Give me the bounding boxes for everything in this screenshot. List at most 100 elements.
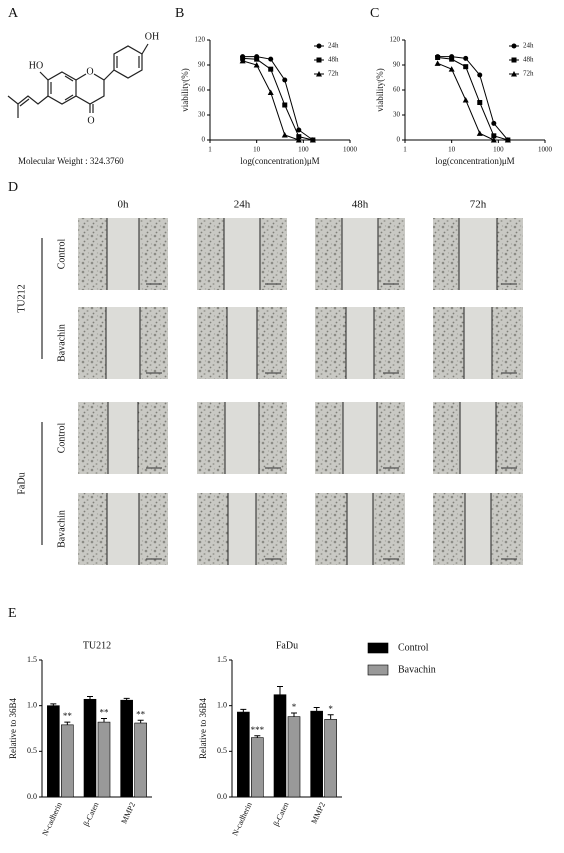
marker xyxy=(434,60,441,66)
error-bar xyxy=(313,706,320,712)
marker xyxy=(281,132,288,138)
marker xyxy=(462,97,469,103)
legend-label: 72h xyxy=(523,70,534,78)
y-tick-label: 120 xyxy=(195,36,206,44)
marker xyxy=(463,64,469,70)
atom-label: O xyxy=(87,115,94,126)
scratch-gap xyxy=(107,218,139,290)
scratch-gap xyxy=(343,402,377,474)
y-tick-label: 1.0 xyxy=(217,700,227,709)
legend-swatch xyxy=(367,642,389,654)
panel-label: A xyxy=(8,6,19,21)
marker xyxy=(309,137,316,143)
x-tick-label: N-cadherin xyxy=(230,801,253,837)
y-axis-label: Relative to 36B4 xyxy=(8,698,18,759)
molecule xyxy=(7,43,149,118)
y-tick-label: 1.5 xyxy=(27,655,37,664)
panel-label: B xyxy=(175,6,184,21)
error-bar xyxy=(64,721,71,725)
marker xyxy=(296,127,302,133)
x-tick-label: β-Caten xyxy=(272,801,291,828)
legend-swatch xyxy=(367,664,389,676)
y-tick-label: 0.0 xyxy=(27,792,37,801)
cell-line-label: FaDu xyxy=(16,472,27,494)
atom-label: HO xyxy=(29,60,43,71)
bar xyxy=(273,694,287,798)
scratch-gap xyxy=(108,402,138,474)
legend-label: Bavachin xyxy=(398,664,436,675)
scratch-gap xyxy=(346,307,374,379)
legend-marker xyxy=(511,71,517,77)
curve xyxy=(242,56,314,141)
caption: Molecular Weight : 324.3760 xyxy=(18,156,124,166)
scratch-gap xyxy=(227,307,257,379)
y-axis-label: Relative to 36B4 xyxy=(198,698,208,759)
y-tick-label: 1.5 xyxy=(217,655,227,664)
legend-label: Control xyxy=(398,642,429,653)
y-tick-label: 0.5 xyxy=(217,746,227,755)
x-tick-label: 1 xyxy=(403,146,407,154)
y-tick-label: 120 xyxy=(390,36,401,44)
error-bar xyxy=(50,703,57,706)
bar xyxy=(120,699,133,798)
marker xyxy=(448,66,455,72)
scratch-gap xyxy=(459,218,497,290)
chart-title: TU212 xyxy=(83,640,111,651)
marker xyxy=(268,56,274,62)
x-tick-label: 10 xyxy=(448,146,456,154)
legend-marker xyxy=(511,57,517,63)
timepoint-label: 24h xyxy=(234,199,251,211)
y-tick-label: 90 xyxy=(393,61,401,69)
scratch-gap xyxy=(224,218,260,290)
scratch-gap xyxy=(342,218,378,290)
y-tick-label: 60 xyxy=(393,86,401,94)
x-tick-label: N-cadherin xyxy=(40,801,63,837)
chart-title: FaDu xyxy=(276,640,298,651)
y-tick-label: 30 xyxy=(198,111,206,119)
marker xyxy=(282,77,288,83)
y-tick-label: 0 xyxy=(397,136,401,144)
atom-label: O xyxy=(86,66,93,77)
marker xyxy=(477,100,483,105)
bar xyxy=(324,719,337,798)
bar xyxy=(47,705,60,798)
y-axis-label: viability(%) xyxy=(180,68,190,112)
bar xyxy=(61,724,74,798)
bar xyxy=(134,722,147,798)
bar xyxy=(83,698,97,798)
curve xyxy=(437,56,509,141)
x-axis-label: log(concentration)μM xyxy=(435,156,514,166)
significance: *** xyxy=(251,725,265,735)
x-tick-label: MMP2 xyxy=(119,801,137,825)
error-bar xyxy=(101,717,107,723)
x-tick-label: 1000 xyxy=(538,146,553,154)
legend-label: 48h xyxy=(328,56,339,64)
x-tick-label: 1 xyxy=(208,146,212,154)
y-tick-label: 30 xyxy=(393,111,401,119)
scratch-gap xyxy=(106,307,140,379)
significance: * xyxy=(292,702,297,712)
condition-label: Bavachin xyxy=(56,510,67,548)
significance: ** xyxy=(136,709,146,719)
error-bar xyxy=(123,697,130,701)
legend-marker xyxy=(316,71,322,77)
curve xyxy=(437,62,508,141)
marker xyxy=(477,72,483,78)
timepoint-label: 0h xyxy=(118,199,130,211)
x-tick-label: β-Caten xyxy=(82,801,101,828)
marker xyxy=(254,56,260,62)
marker xyxy=(435,55,441,60)
y-tick-label: 90 xyxy=(198,61,206,69)
bar xyxy=(310,710,323,798)
atom-label: OH xyxy=(145,31,159,42)
legend-label: 24h xyxy=(523,42,534,50)
x-axis-label: log(concentration)μM xyxy=(240,156,319,166)
marker xyxy=(491,133,497,139)
marker xyxy=(504,137,511,143)
x-tick-label: 1000 xyxy=(343,146,358,154)
y-tick-label: 0.0 xyxy=(217,792,227,801)
legend-label: 72h xyxy=(328,70,339,78)
legend-label: 24h xyxy=(328,42,339,50)
error-bar xyxy=(254,735,261,738)
marker xyxy=(463,55,469,61)
